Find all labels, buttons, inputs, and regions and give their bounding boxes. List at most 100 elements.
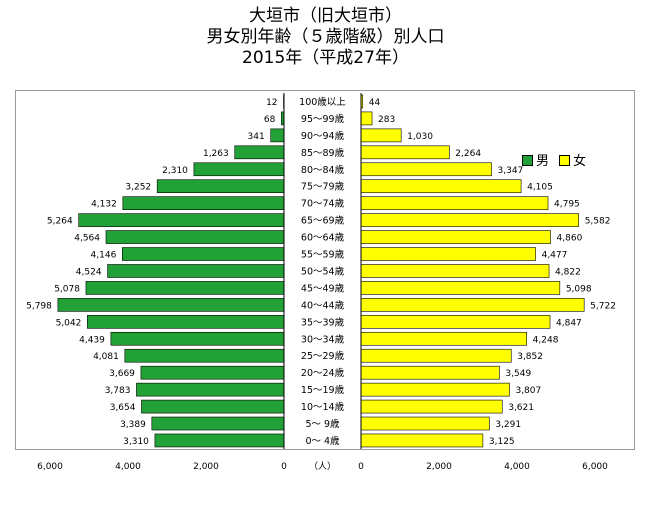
male-data-label: 3,669 (109, 369, 135, 379)
male-bar (136, 382, 285, 397)
age-group-label: 80～84歳 (301, 164, 345, 176)
female-data-label: 4,822 (555, 267, 581, 277)
female-data-label: 3,807 (515, 386, 541, 396)
age-group-label: 25～29歳 (301, 350, 345, 362)
female-data-label: 3,347 (498, 166, 524, 176)
chart-title: 大垣市（旧大垣市） 男女別年齢（５歳階級）別人口 2015年（平成27年） (0, 6, 651, 69)
female-bar (360, 230, 551, 244)
age-group-label: 60～64歳 (301, 232, 345, 244)
age-group-label: 45～49歳 (301, 282, 345, 294)
female-data-label: 4,477 (542, 251, 568, 261)
male-bar (122, 196, 285, 210)
male-data-label: 3,310 (123, 437, 149, 447)
age-group-label: 75～79歳 (301, 181, 345, 193)
female-bar (360, 433, 484, 448)
x-tick-label-male: 4,000 (115, 462, 141, 472)
female-data-label: 4,105 (527, 183, 553, 193)
age-group-label: 5～ 9歳 (305, 418, 340, 430)
unit-label: （人） (309, 461, 336, 472)
male-bar (124, 348, 285, 363)
male-data-label: 4,081 (93, 352, 119, 362)
male-data-label: 4,439 (79, 335, 105, 345)
x-tick-label-female: 0 (358, 462, 364, 472)
female-data-label: 283 (378, 115, 395, 125)
title-line-2: 男女別年齢（５歳階級）別人口 (206, 27, 445, 47)
legend-label-male: 男 (536, 154, 550, 169)
x-tick-label-female: 4,000 (504, 462, 530, 472)
male-data-label: 68 (264, 115, 276, 125)
male-bar (122, 247, 285, 261)
x-tick-label-female: 6,000 (582, 462, 608, 472)
female-data-label: 4,847 (556, 318, 582, 328)
female-data-label: 2,264 (455, 149, 481, 159)
female-data-label: 4,795 (554, 200, 580, 210)
male-data-label: 3,654 (110, 403, 136, 413)
male-data-label: 5,798 (26, 301, 52, 311)
age-group-label: 50～54歳 (301, 265, 345, 277)
legend-swatch-male (522, 155, 533, 166)
female-data-label: 3,291 (495, 420, 521, 430)
age-group-label: 0～ 4歳 (305, 435, 340, 447)
female-bar (360, 298, 585, 312)
female-bar (360, 145, 450, 160)
female-bar (360, 281, 561, 295)
male-data-label: 4,564 (74, 234, 100, 244)
female-bar (360, 196, 549, 210)
female-data-label: 4,248 (533, 335, 559, 345)
male-bar (193, 162, 285, 177)
male-bar (234, 145, 285, 160)
female-bar (360, 162, 492, 177)
male-data-label: 5,078 (54, 284, 80, 294)
male-data-label: 5,264 (47, 217, 73, 227)
female-bar (360, 399, 503, 414)
male-data-label: 2,310 (162, 166, 188, 176)
male-bar (107, 264, 285, 278)
female-data-label: 5,722 (590, 301, 616, 311)
male-data-label: 5,042 (56, 318, 82, 328)
female-bar (360, 315, 551, 329)
age-group-label: 90～94歳 (301, 130, 345, 142)
male-bar (156, 179, 285, 194)
male-bar (154, 433, 285, 448)
female-data-label: 44 (369, 98, 381, 108)
female-data-label: 4,860 (557, 234, 583, 244)
male-data-label: 1,263 (203, 149, 229, 159)
male-data-label: 341 (248, 132, 265, 142)
age-group-label: 95～99歳 (301, 113, 345, 125)
male-bar (105, 230, 285, 244)
age-group-label: 85～89歳 (301, 147, 345, 159)
x-tick-label-male: 6,000 (37, 462, 63, 472)
male-bar (141, 399, 285, 414)
female-bar (360, 365, 500, 380)
male-data-label: 4,524 (76, 267, 102, 277)
male-bar (78, 213, 285, 227)
female-bar (360, 382, 510, 397)
female-bar (360, 179, 522, 194)
age-group-label: 40～44歳 (301, 299, 345, 311)
female-bar (360, 348, 512, 363)
title-line-1: 大垣市（旧大垣市） (249, 6, 402, 26)
female-bar (360, 128, 402, 143)
x-tick-label-male: 0 (281, 462, 287, 472)
male-data-label: 3,783 (105, 386, 131, 396)
male-bar (85, 281, 285, 295)
male-data-label: 3,389 (120, 420, 146, 430)
female-bar (360, 331, 527, 346)
plot-area (15, 90, 635, 450)
x-tick-label-male: 2,000 (193, 462, 219, 472)
age-group-label: 30～34歳 (301, 333, 345, 345)
age-group-label: 35～39歳 (301, 316, 345, 328)
male-bar (110, 331, 285, 346)
male-data-label: 12 (266, 98, 277, 108)
female-bar (360, 111, 373, 126)
legend-swatch-female (559, 155, 571, 166)
male-data-label: 4,132 (91, 200, 117, 210)
age-group-label: 15～19歳 (301, 384, 345, 396)
male-bar (57, 298, 285, 312)
age-group-label: 20～24歳 (301, 367, 345, 379)
x-tick-label-female: 2,000 (426, 462, 452, 472)
age-group-label: 65～69歳 (301, 215, 345, 227)
male-bar (140, 365, 285, 380)
female-data-label: 1,030 (407, 132, 433, 142)
legend-label-female: 女 (573, 154, 587, 169)
